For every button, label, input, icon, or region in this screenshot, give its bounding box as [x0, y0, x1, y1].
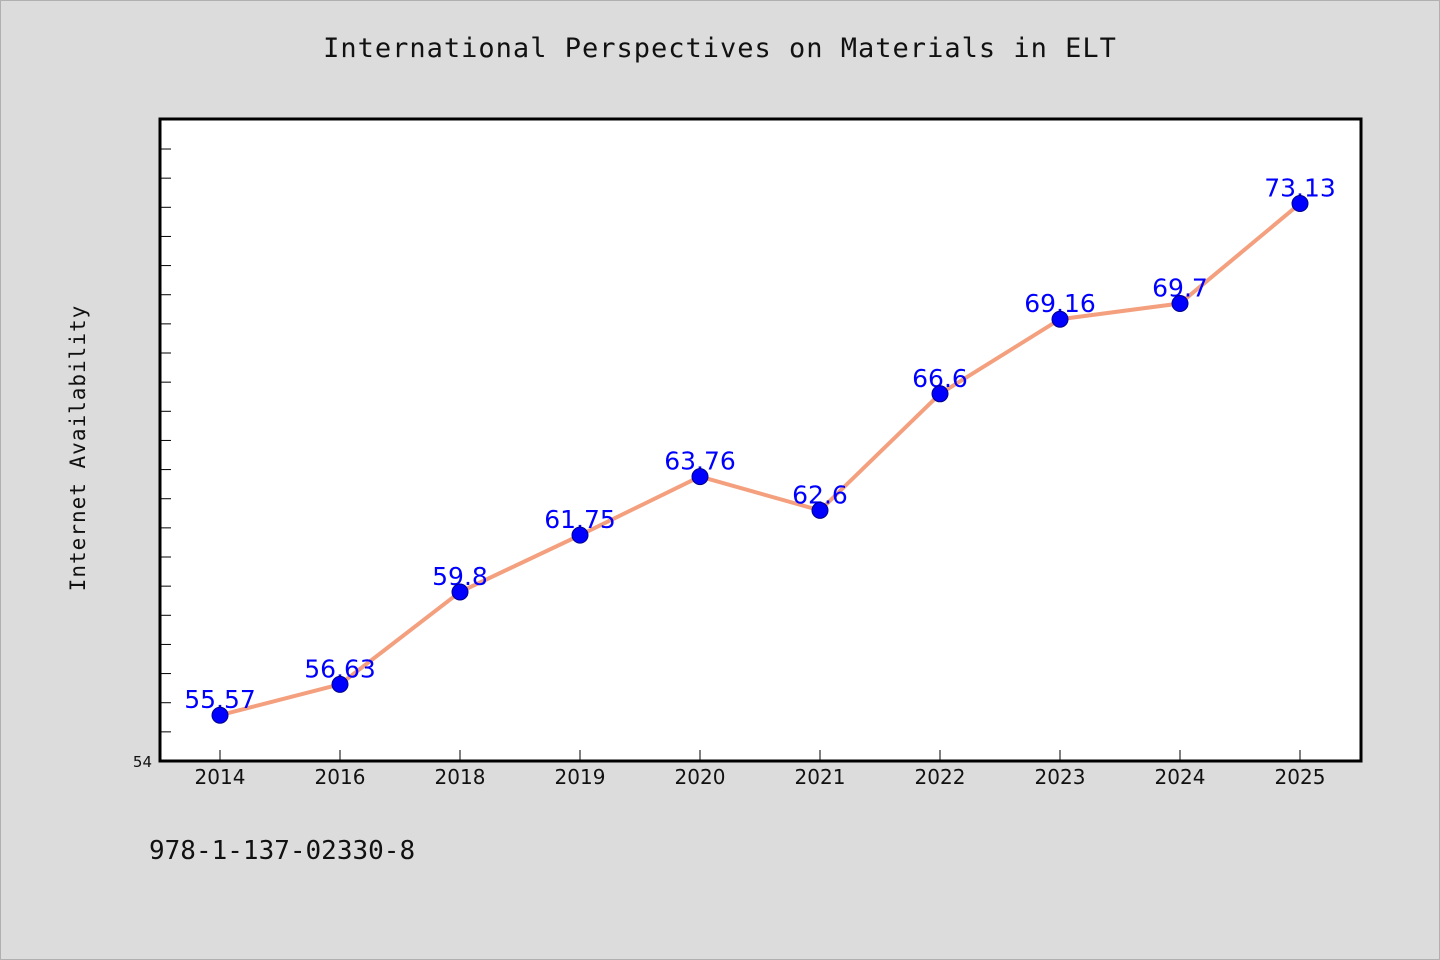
data-point [211, 706, 229, 724]
x-tick-label: 2014 [195, 765, 246, 789]
series-line [219, 201, 1302, 718]
y-tick-label: 54 [133, 753, 152, 771]
data-point [451, 583, 469, 601]
plot-area [158, 117, 1363, 763]
chart-title: International Perspectives on Materials … [323, 33, 1117, 64]
x-tick-label: 2018 [435, 765, 486, 789]
data-point [1171, 294, 1189, 312]
x-tick-label: 2022 [915, 765, 966, 789]
data-point [331, 675, 349, 693]
x-tick-label: 2020 [675, 765, 726, 789]
x-tick-label: 2016 [315, 765, 366, 789]
data-point [571, 526, 589, 544]
data-point [931, 385, 949, 403]
x-tick-label: 2021 [795, 765, 846, 789]
data-point [811, 501, 829, 519]
x-tick-label: 2025 [1275, 765, 1326, 789]
x-tick-label: 2024 [1155, 765, 1206, 789]
x-tick-label: 2023 [1035, 765, 1086, 789]
data-point [1291, 195, 1309, 213]
isbn-text: 978-1-137-02330-8 [149, 836, 416, 866]
x-tick-label: 2019 [555, 765, 606, 789]
data-point [1051, 310, 1069, 328]
data-point [691, 468, 709, 486]
